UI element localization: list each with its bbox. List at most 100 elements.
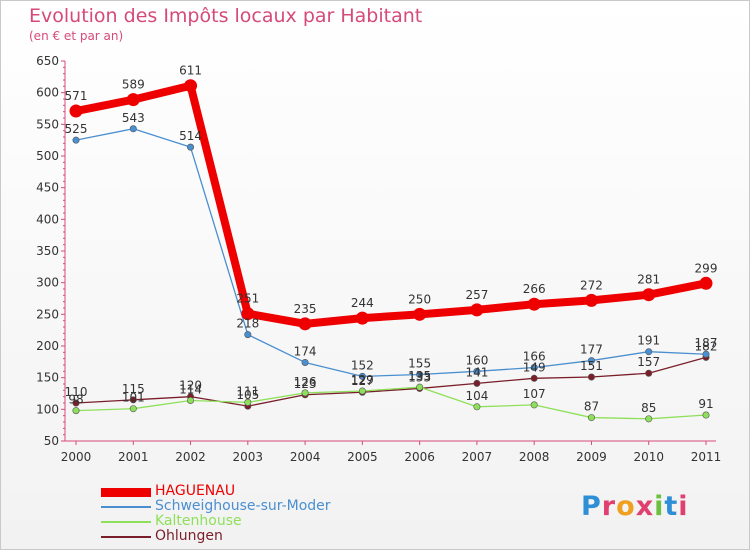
- data-point: [584, 293, 598, 307]
- series-line-0: [75, 81, 707, 328]
- data-label: 115: [122, 382, 145, 396]
- legend-label: Ohlungen: [155, 528, 223, 544]
- data-point: [355, 311, 369, 325]
- data-label: 141: [465, 365, 488, 379]
- data-point: [244, 331, 252, 339]
- x-tick-label: 2003: [233, 450, 264, 464]
- data-point: [645, 415, 653, 423]
- line-chart: 50 100 150 200 250 300 350 400 450 500 550 600 650 20…: [36, 54, 721, 464]
- data-label: 111: [236, 384, 259, 398]
- data-point: [645, 369, 653, 377]
- legend-label: Schweighouse-sur-Moder: [155, 498, 331, 514]
- data-point: [587, 357, 595, 365]
- x-tick-label: 2010: [633, 450, 664, 464]
- x-tick-label: 2000: [61, 450, 92, 464]
- data-label: 281: [637, 273, 660, 287]
- x-tick-label: 2008: [519, 450, 550, 464]
- data-label: 571: [65, 89, 88, 103]
- data-point: [129, 405, 137, 413]
- y-tick-label: 350: [36, 244, 59, 258]
- data-point: [702, 411, 710, 419]
- data-point: [187, 143, 195, 151]
- data-point: [470, 303, 484, 317]
- y-tick-label: 100: [36, 402, 59, 416]
- data-label: 589: [122, 78, 145, 92]
- data-label: 525: [65, 122, 88, 136]
- data-label: 129: [351, 373, 374, 387]
- data-point: [587, 373, 595, 381]
- data-point: [587, 414, 595, 422]
- y-tick-label: 550: [36, 117, 59, 131]
- data-label: 151: [580, 359, 603, 373]
- data-point: [298, 317, 312, 331]
- data-label: 133: [408, 370, 431, 384]
- data-label: 107: [523, 387, 546, 401]
- data-label: 174: [294, 344, 317, 358]
- legend-swatch: [101, 506, 151, 508]
- y-tick-label: 250: [36, 307, 59, 321]
- x-tick-label: 2002: [175, 450, 206, 464]
- data-point: [645, 348, 653, 356]
- data-label: 91: [698, 397, 713, 411]
- data-label: 182: [695, 339, 718, 353]
- data-label: 160: [465, 353, 488, 367]
- data-point: [126, 93, 140, 107]
- chart-subtitle: (en € et par an): [29, 29, 124, 43]
- data-label: 266: [523, 282, 546, 296]
- data-label: 299: [695, 261, 718, 275]
- data-point: [530, 374, 538, 382]
- data-point: [527, 297, 541, 311]
- legend-label: HAGUENAU: [155, 483, 236, 499]
- data-label: 235: [294, 302, 317, 316]
- y-tick-label: 400: [36, 212, 59, 226]
- data-label: 191: [637, 334, 660, 348]
- data-label: 104: [465, 389, 488, 403]
- data-label: 244: [351, 296, 374, 310]
- legend-swatch: [101, 487, 151, 497]
- proxiti-logo: Proxiti: [581, 491, 689, 522]
- data-label: 272: [580, 278, 603, 292]
- data-point: [301, 358, 309, 366]
- data-point: [530, 401, 538, 409]
- series-line-2: [75, 386, 707, 420]
- data-point: [473, 367, 481, 375]
- series-lines: [69, 79, 713, 423]
- data-label: 514: [179, 129, 202, 143]
- legend-label: Kaltenhouse: [155, 513, 242, 529]
- y-tick-label: 200: [36, 339, 59, 353]
- x-tick-label: 2007: [462, 450, 493, 464]
- data-label: 98: [68, 393, 83, 407]
- data-label: 114: [179, 382, 202, 396]
- data-point: [129, 396, 137, 404]
- data-label: 218: [236, 317, 259, 331]
- y-tick-label: 450: [36, 181, 59, 195]
- data-point: [702, 350, 710, 358]
- data-label: 126: [294, 375, 317, 389]
- y-tick-label: 50: [44, 434, 59, 448]
- data-label: 127: [351, 374, 374, 388]
- y-tick-label: 300: [36, 276, 59, 290]
- data-label: 105: [236, 388, 259, 402]
- data-point: [72, 407, 80, 415]
- data-label: 166: [523, 350, 546, 364]
- data-label: 177: [580, 343, 603, 357]
- data-point: [241, 307, 255, 321]
- data-label: 257: [465, 288, 488, 302]
- data-point: [416, 370, 424, 378]
- data-label: 149: [523, 360, 546, 374]
- legend-swatch: [101, 521, 151, 523]
- x-tick-label: 2006: [404, 450, 435, 464]
- axes: 50 100 150 200 250 300 350 400 450 500 550 600 650 20…: [36, 54, 721, 464]
- data-label: 611: [179, 64, 202, 78]
- data-point: [184, 79, 198, 93]
- data-point: [129, 125, 137, 133]
- data-label: 123: [294, 377, 317, 391]
- data-point: [187, 396, 195, 404]
- x-tick-label: 2005: [347, 450, 378, 464]
- data-label: 543: [122, 111, 145, 125]
- legend-swatch: [101, 536, 151, 538]
- data-label: 101: [122, 391, 145, 405]
- data-label: 110: [65, 385, 88, 399]
- data-point: [699, 276, 713, 290]
